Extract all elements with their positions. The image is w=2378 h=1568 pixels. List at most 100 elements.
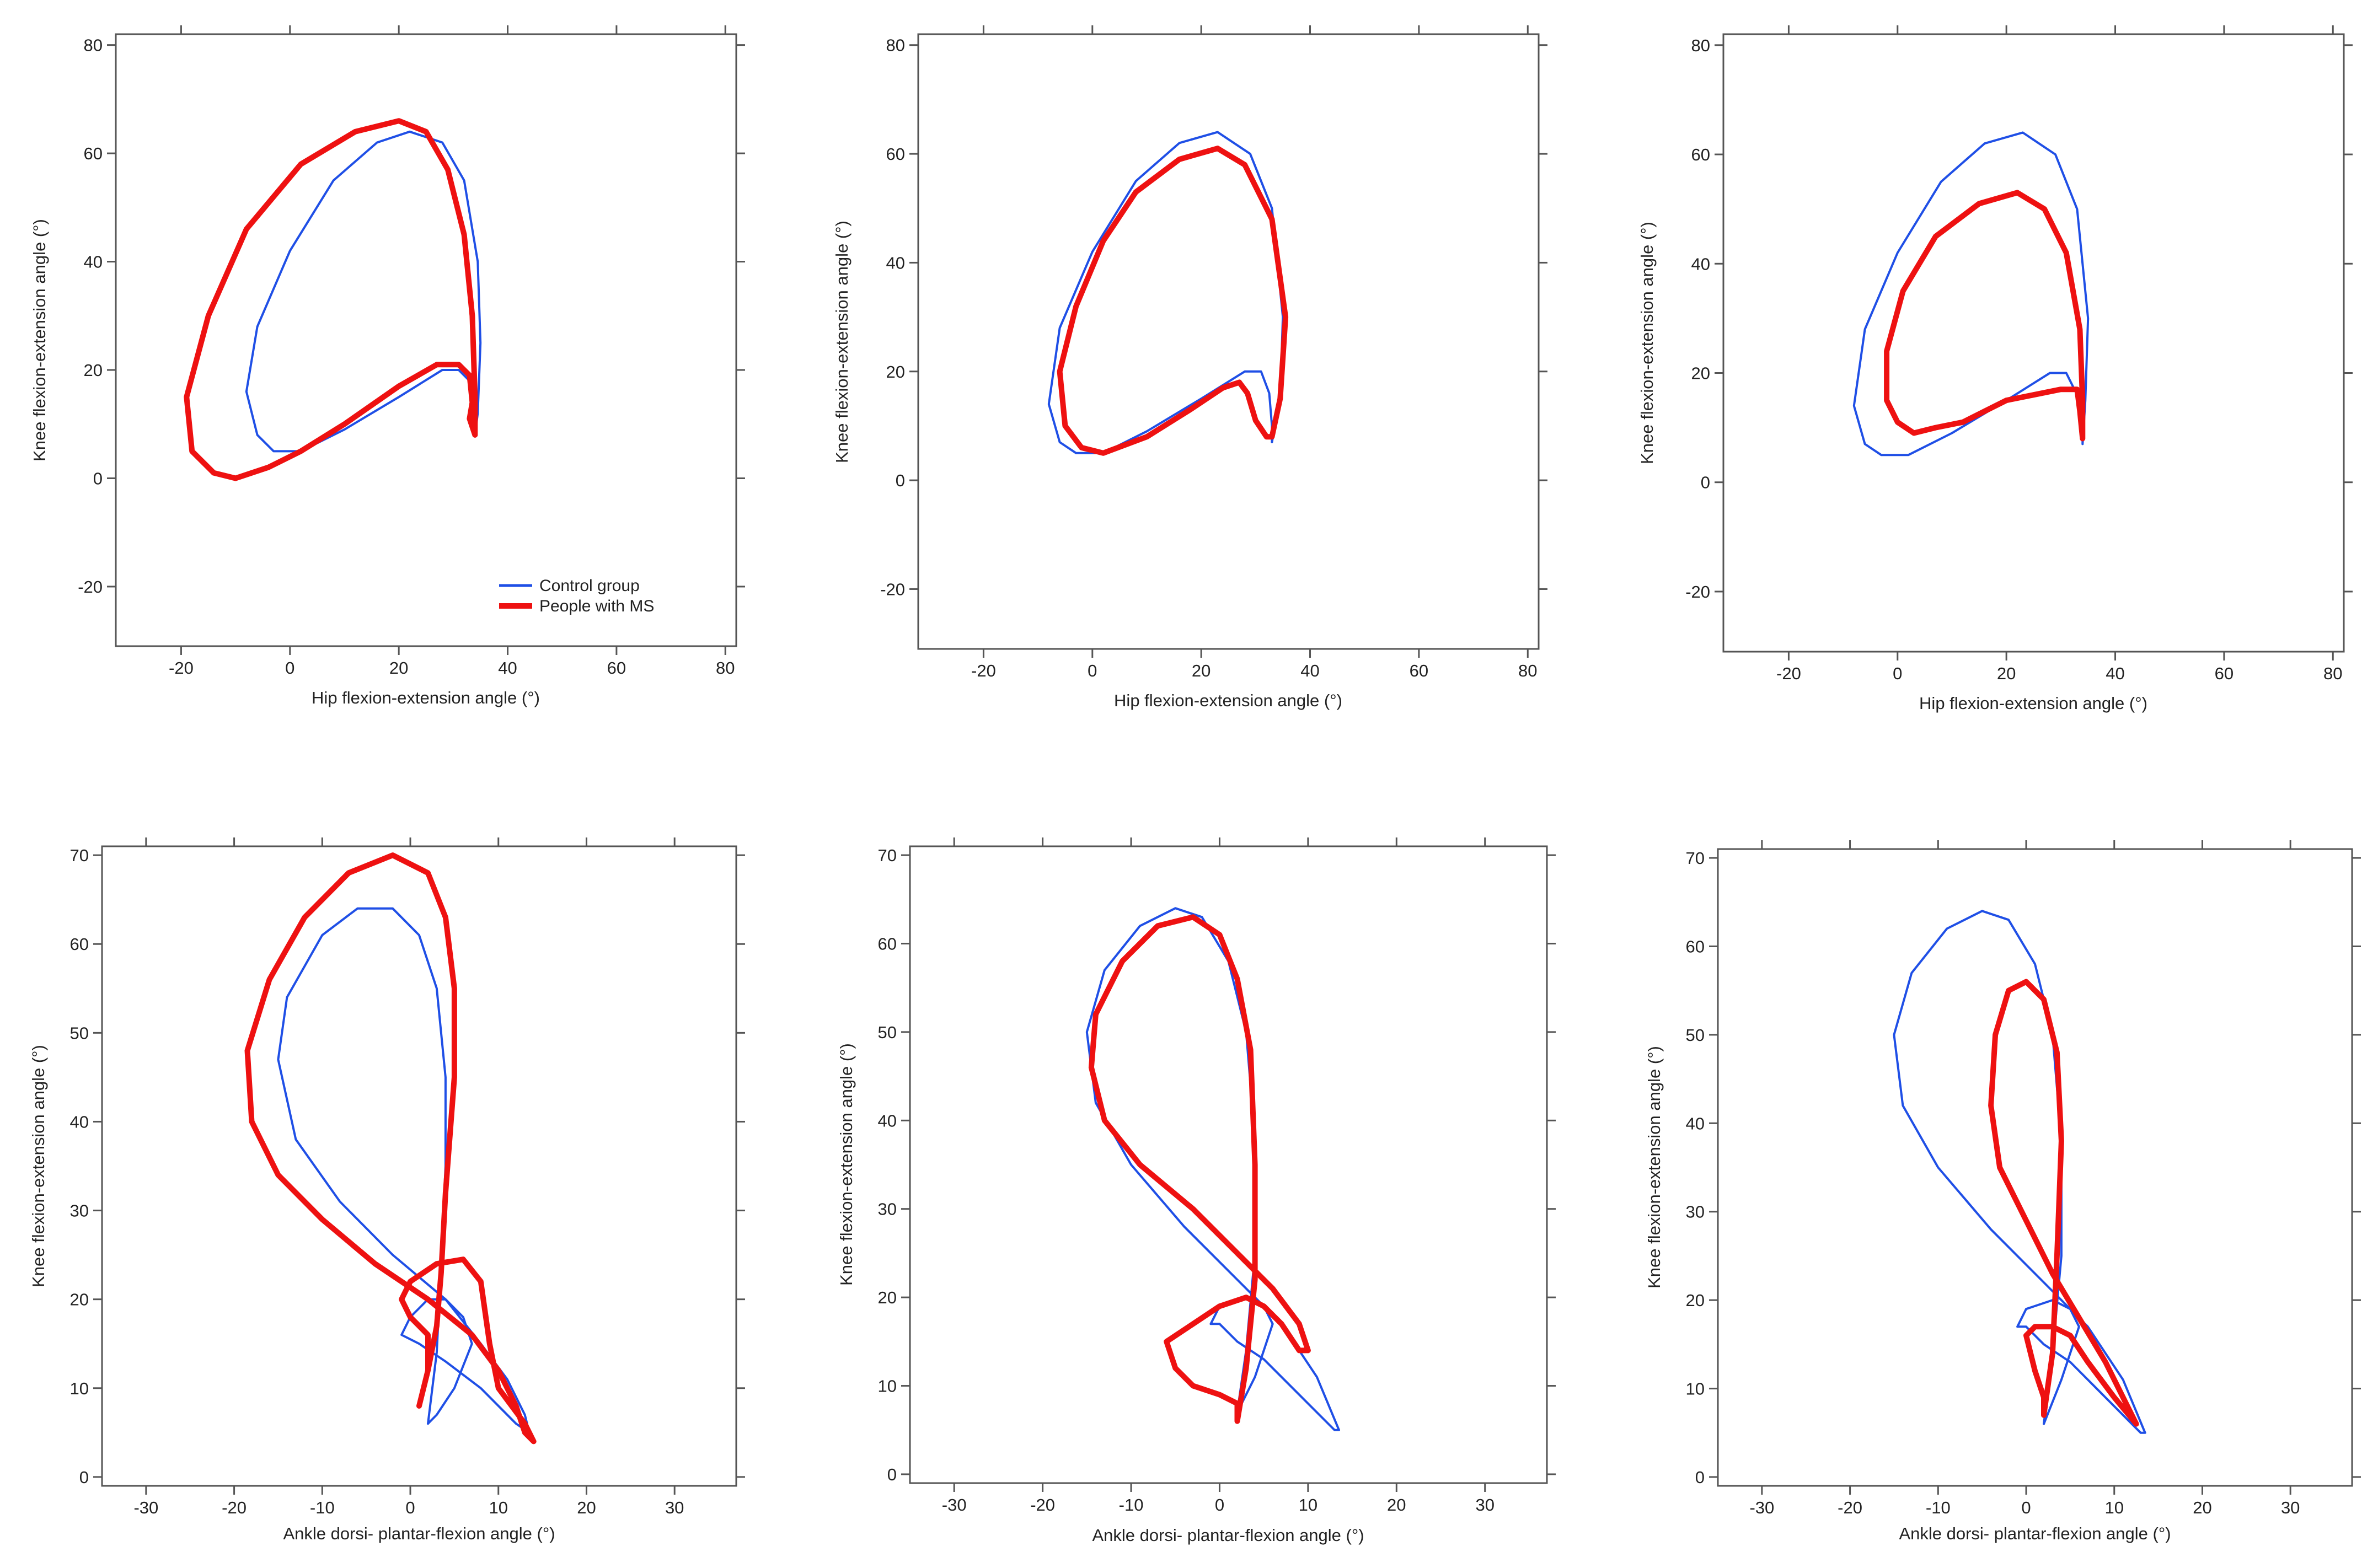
x-axis-label: Ankle dorsi- plantar-flexion angle (°) xyxy=(1092,1526,1364,1545)
panel-hip-knee-2: -20 0 20 40 60 80 -20 0 20 40 60 80 Hip flexion-ext… xyxy=(832,25,1547,710)
y-axis-label: Knee flexion-extension angle (°) xyxy=(1645,1046,1664,1288)
y-tick-label: 30 xyxy=(70,1201,89,1221)
x-tick-label: 80 xyxy=(2323,664,2342,683)
y-tick-label: 60 xyxy=(1691,145,1710,164)
x-tick-label: 20 xyxy=(577,1498,596,1517)
x-tick-label: -30 xyxy=(1749,1498,1774,1517)
y-tick-label: -20 xyxy=(78,577,103,597)
x-tick-label: 60 xyxy=(2215,664,2234,683)
y-tick-label: 50 xyxy=(1686,1025,1705,1045)
x-tick-label: 0 xyxy=(405,1498,415,1517)
x-tick-label: 80 xyxy=(1518,661,1537,680)
series-line-ms xyxy=(1988,979,2139,1427)
y-tick-label: 30 xyxy=(878,1200,897,1219)
y-tick-label: 60 xyxy=(878,934,897,953)
plot-frame xyxy=(101,845,737,1487)
x-tick-label: -30 xyxy=(942,1495,967,1515)
y-tick-label: -20 xyxy=(880,579,905,599)
plot-frame xyxy=(115,33,737,647)
series-line-control xyxy=(1047,131,1284,454)
x-tick-label: 30 xyxy=(2281,1498,2300,1517)
tick-marks xyxy=(1709,840,2361,1495)
y-tick-label: 70 xyxy=(878,846,897,865)
plot-frame xyxy=(909,845,1548,1484)
y-tick-label: 40 xyxy=(878,1111,897,1130)
x-tick-label: -10 xyxy=(1926,1498,1951,1517)
x-tick-label: 0 xyxy=(1088,661,1097,680)
x-axis-label: Hip flexion-extension angle (°) xyxy=(312,688,540,707)
x-tick-label: 60 xyxy=(607,658,626,678)
y-axis-label: Knee flexion-extension angle (°) xyxy=(29,1045,48,1287)
x-axis-label: Hip flexion-extension angle (°) xyxy=(1114,691,1342,710)
y-axis-label: Knee flexion-extension angle (°) xyxy=(30,219,49,461)
y-tick-label: 20 xyxy=(1691,364,1710,383)
y-tick-label: 20 xyxy=(70,1290,89,1309)
x-tick-label: 30 xyxy=(1475,1495,1494,1515)
legend-label-ms: People with MS xyxy=(539,597,654,615)
series-line-control xyxy=(1893,910,2146,1434)
y-tick-label: 70 xyxy=(70,846,89,865)
series-line-control xyxy=(1852,131,2090,457)
panel-ankle-knee-1: -30 -20 -10 0 10 20 30 0 10 20 30 40 50 60 70 Ankle do… xyxy=(29,837,745,1543)
y-tick-label: 0 xyxy=(1695,1468,1705,1487)
tick-marks xyxy=(901,837,1556,1492)
tick-marks xyxy=(93,837,745,1495)
y-axis-label: Knee flexion-extension angle (°) xyxy=(837,1043,856,1286)
series-lines xyxy=(1047,131,1289,456)
tick-marks xyxy=(909,25,1547,658)
x-tick-label: 20 xyxy=(1997,664,2016,683)
y-tick-label: 0 xyxy=(79,1468,89,1487)
x-tick-label: 40 xyxy=(1300,661,1319,680)
series-line-ms xyxy=(1088,914,1311,1424)
x-tick-label: 40 xyxy=(2106,664,2124,683)
x-axis-label: Ankle dorsi- plantar-flexion angle (°) xyxy=(1899,1524,2171,1543)
legend: Control group People with MS xyxy=(499,577,654,615)
y-tick-label: 40 xyxy=(886,253,905,272)
tick-marks xyxy=(107,25,745,655)
y-tick-label: 20 xyxy=(1686,1291,1705,1310)
y-tick-label: 80 xyxy=(84,36,103,55)
x-tick-label: -10 xyxy=(310,1498,335,1517)
y-tick-label: 60 xyxy=(84,144,103,163)
x-tick-label: -10 xyxy=(1119,1495,1144,1515)
y-tick-label: 10 xyxy=(70,1379,89,1398)
x-tick-label: 30 xyxy=(665,1498,684,1517)
y-tick-label: 70 xyxy=(1686,849,1705,868)
series-lines xyxy=(1085,907,1340,1431)
y-tick-label: 40 xyxy=(84,253,103,272)
y-tick-label: 80 xyxy=(1691,36,1710,55)
tick-labels: -20 0 20 40 60 80 -20 0 20 40 60 80 xyxy=(880,36,1537,680)
x-tick-label: -20 xyxy=(1838,1498,1862,1517)
y-tick-label: 60 xyxy=(70,935,89,954)
panel-hip-knee-1: -20 0 20 40 60 80 -20 0 20 40 60 80 Hip flexion-ext… xyxy=(30,25,745,707)
series-line-control xyxy=(245,130,482,453)
tick-labels: -30 -20 -10 0 10 20 30 0 10 20 30 40 50 60 70 xyxy=(878,846,1495,1515)
y-tick-label: -20 xyxy=(1685,582,1710,602)
y-tick-label: 20 xyxy=(84,361,103,380)
x-tick-label: 20 xyxy=(2193,1498,2211,1517)
x-tick-label: -20 xyxy=(169,658,194,678)
series-line-ms xyxy=(1057,146,1289,456)
y-axis-label: Knee flexion-extension angle (°) xyxy=(832,221,851,463)
tick-labels: -20 0 20 40 60 80 -20 0 20 40 60 80 xyxy=(1685,36,2342,683)
x-tick-label: 10 xyxy=(489,1498,508,1517)
panel-ankle-knee-2: -30 -20 -10 0 10 20 30 0 10 20 30 40 50 60 70 Ankle do… xyxy=(837,837,1556,1545)
x-tick-label: -30 xyxy=(133,1498,158,1517)
series-lines xyxy=(1893,910,2146,1434)
y-tick-label: 10 xyxy=(1686,1379,1705,1399)
y-tick-label: 40 xyxy=(1686,1114,1705,1133)
x-tick-label: 0 xyxy=(1215,1495,1224,1515)
series-lines xyxy=(1852,131,2090,457)
x-tick-label: -20 xyxy=(1030,1495,1055,1515)
tick-labels: -30 -20 -10 0 10 20 30 0 10 20 30 40 50 60 70 xyxy=(1686,849,2300,1517)
y-tick-label: 80 xyxy=(886,36,905,55)
plot-frame xyxy=(917,33,1540,650)
panel-ankle-knee-3: -30 -20 -10 0 10 20 30 0 10 20 30 40 50 60 70 Ankle do… xyxy=(1645,840,2361,1543)
y-tick-label: 50 xyxy=(878,1023,897,1042)
x-tick-label: 0 xyxy=(285,658,294,678)
x-axis-label: Hip flexion-extension angle (°) xyxy=(1919,694,2147,713)
x-tick-label: 10 xyxy=(2105,1498,2124,1517)
tick-labels: -20 0 20 40 60 80 -20 0 20 40 60 80 xyxy=(78,36,735,678)
x-tick-label: 10 xyxy=(1299,1495,1317,1515)
